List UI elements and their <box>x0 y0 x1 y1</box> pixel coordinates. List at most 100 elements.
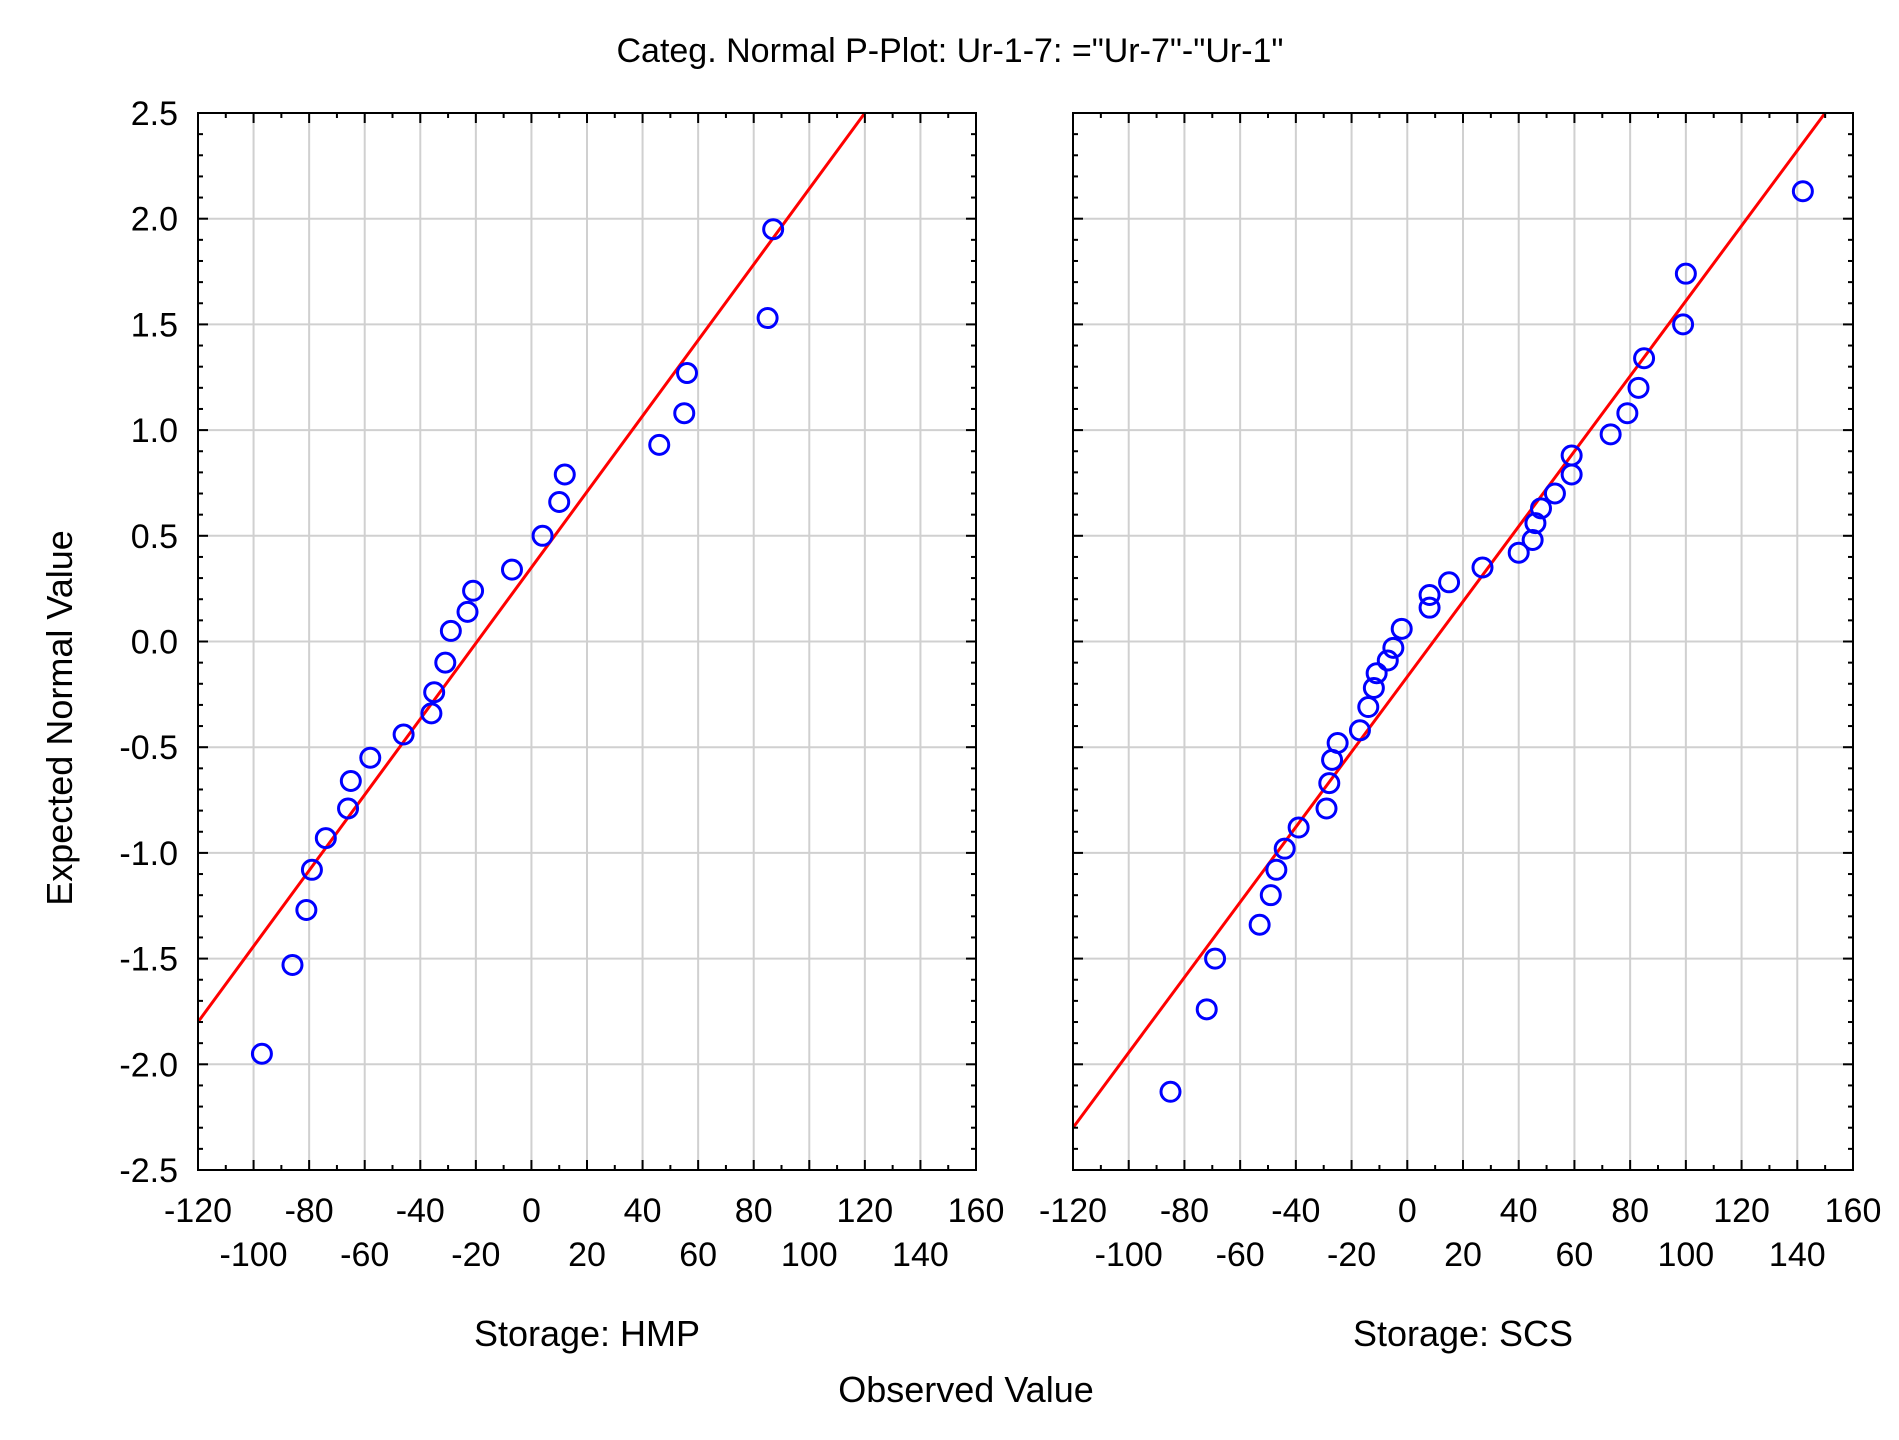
data-point <box>1248 913 1271 936</box>
x-tick-label: 160 <box>1825 1192 1882 1230</box>
data-point <box>1543 482 1566 505</box>
panel-label: Storage: SCS <box>1353 1313 1573 1354</box>
data-points <box>250 218 785 1065</box>
data-point <box>1390 617 1413 640</box>
grid-lines <box>198 113 976 1170</box>
x-tick-label: 0 <box>1398 1192 1417 1230</box>
data-point <box>339 770 362 793</box>
x-tick-labels: -120 -80 -40 0 40 80 120 160 -100 -60 -20 20 60 100 14… <box>164 1192 1004 1274</box>
x-tick-label: -100 <box>1095 1236 1163 1274</box>
x-tick-label: 80 <box>1611 1192 1649 1230</box>
data-point <box>1599 423 1622 446</box>
data-point <box>359 746 382 769</box>
data-point <box>1521 529 1544 552</box>
y-tick-label: 0.5 <box>131 518 178 556</box>
fit-line <box>198 113 867 1023</box>
data-point <box>1315 797 1338 820</box>
x-tick-label: 20 <box>568 1236 606 1274</box>
x-tick-label: 160 <box>948 1192 1005 1230</box>
data-point <box>250 1042 273 1065</box>
data-point <box>1365 662 1388 685</box>
data-point <box>1318 772 1341 795</box>
x-tick-label: -80 <box>285 1192 334 1230</box>
x-tick-label: 120 <box>836 1192 893 1230</box>
data-point <box>456 600 479 623</box>
data-point <box>300 858 323 881</box>
data-point <box>1524 512 1547 535</box>
data-point <box>1362 677 1385 700</box>
x-tick-label: 80 <box>735 1192 773 1230</box>
data-point <box>1348 719 1371 742</box>
data-point <box>1326 731 1349 754</box>
y-tick-label: 0.0 <box>131 624 178 662</box>
panel-label: Storage: HMP <box>474 1313 700 1354</box>
data-point <box>1616 402 1639 425</box>
panel-1: -120 -80 -40 0 40 80 120 160 -100 -60 -20 20 60 100 14… <box>119 95 1004 1354</box>
data-point <box>676 362 699 385</box>
x-tick-label: 20 <box>1444 1236 1482 1274</box>
data-point <box>1376 649 1399 672</box>
data-point <box>1204 947 1227 970</box>
x-tick-label: 100 <box>781 1236 838 1274</box>
data-point <box>1672 313 1695 336</box>
x-axis-title: Observed Value <box>838 1369 1093 1410</box>
x-tick-label: 120 <box>1713 1192 1770 1230</box>
panel-2: -120 -80 -40 0 40 80 120 160 -100 -60 -20 20 60 100 14… <box>1039 112 1881 1354</box>
x-tick-labels: -120 -80 -40 0 40 80 120 160 -100 -60 -20 20 60 100 14… <box>1039 1192 1881 1274</box>
data-point <box>462 579 485 602</box>
fit-line <box>1073 113 1827 1129</box>
y-tick-labels: 2.5 2.0 1.5 1.0 0.5 0.0 -0.5 -1.0 -1.5 -2.0 -2.5 <box>119 95 178 1190</box>
y-axis-title: Expected Normal Value <box>39 530 80 906</box>
data-point <box>1530 497 1552 520</box>
plot-panels: -120 -80 -40 0 40 80 120 160 -100 -60 -20 20 60 100 14… <box>119 95 1881 1354</box>
data-point <box>1560 444 1583 467</box>
data-point <box>1418 583 1441 606</box>
y-tick-label: 1.5 <box>131 306 178 344</box>
data-point <box>548 490 571 513</box>
data-point <box>648 433 671 456</box>
x-tick-label: 100 <box>1657 1236 1714 1274</box>
data-point <box>1265 858 1288 881</box>
x-tick-label: -20 <box>1327 1236 1376 1274</box>
x-tick-label: -20 <box>451 1236 500 1274</box>
data-point <box>1627 376 1650 399</box>
data-point <box>295 898 318 921</box>
x-tick-label: 60 <box>1556 1236 1594 1274</box>
y-tick-label: -2.0 <box>119 1046 178 1084</box>
y-tick-label: -0.5 <box>119 729 178 767</box>
data-point <box>1471 556 1494 579</box>
data-point <box>762 218 785 241</box>
x-tick-label: 60 <box>679 1236 717 1274</box>
data-point <box>1159 1080 1182 1103</box>
x-tick-label: -120 <box>164 1192 232 1230</box>
grid-lines <box>1073 113 1853 1170</box>
x-tick-label: -60 <box>340 1236 389 1274</box>
x-tick-label: 40 <box>624 1192 662 1230</box>
data-point <box>553 463 576 486</box>
data-point <box>1273 837 1296 860</box>
y-tick-label: -1.0 <box>119 835 178 873</box>
y-tick-label: -2.5 <box>119 1152 178 1190</box>
x-tick-label: -60 <box>1216 1236 1265 1274</box>
tick-marks <box>197 112 977 1171</box>
y-tick-label: 2.5 <box>131 95 178 133</box>
data-point <box>1507 541 1530 564</box>
data-point <box>1438 571 1461 594</box>
data-point <box>673 402 696 425</box>
x-tick-label: 140 <box>892 1236 949 1274</box>
data-point <box>434 651 457 674</box>
chart-title: Categ. Normal P-Plot: Ur-1-7: ="Ur-7"-"U… <box>616 32 1283 70</box>
data-point <box>531 524 554 547</box>
data-point <box>1560 463 1583 486</box>
data-point <box>756 307 779 330</box>
y-tick-label: 1.0 <box>131 412 178 450</box>
x-tick-label: 0 <box>522 1192 541 1230</box>
data-point <box>281 953 304 976</box>
y-tick-label: -1.5 <box>119 941 178 979</box>
data-point <box>1791 180 1814 203</box>
tick-marks <box>1072 112 1854 1171</box>
y-tick-label: 2.0 <box>131 201 178 239</box>
data-point <box>500 558 523 581</box>
